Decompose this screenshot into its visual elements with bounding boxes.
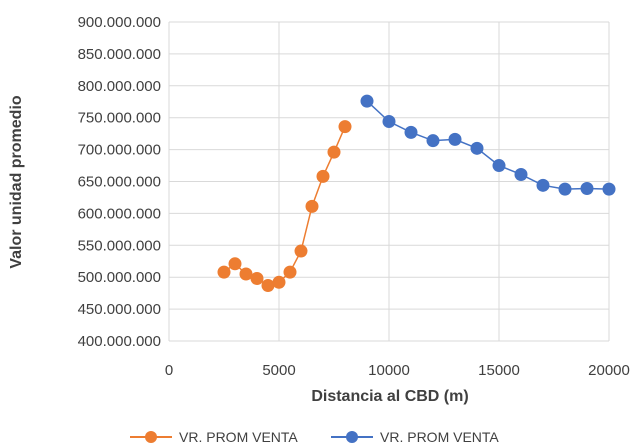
legend-label: VR. PROM VENTA [179,429,298,445]
series-1-point [294,244,308,258]
legend-label: VR. PROM VENTA [380,429,499,445]
x-tick-label: 10000 [368,362,410,379]
series-2-point [448,132,462,146]
series-2-point [558,182,572,196]
y-tick-label: 850.000.000 [78,46,161,63]
y-tick-label: 500.000.000 [78,269,161,286]
series-2-point [404,125,418,139]
legend-marker [145,431,157,443]
y-tick-label: 650.000.000 [78,174,161,191]
series-1-point [283,265,297,279]
y-tick-label: 600.000.000 [78,205,161,222]
series-2 [360,94,616,196]
x-axis-title: Distancia al CBD (m) [311,388,468,405]
x-axis-tick-labels: 0 5000 10000 15000 20000 [165,362,630,379]
series-1-line [223,126,346,287]
series-1-point [272,275,286,289]
x-tick-label: 5000 [262,362,295,379]
x-tick-label: 20000 [588,362,630,379]
series-1-point [305,199,319,213]
y-tick-label: 750.000.000 [78,110,161,127]
x-tick-label: 0 [165,362,173,379]
series-1-point [228,257,242,271]
legend: VR. PROM VENTA VR. PROM VENTA [130,429,499,445]
y-tick-label: 450.000.000 [78,301,161,318]
series-2-point [536,178,550,192]
legend-entry-2: VR. PROM VENTA [331,429,499,445]
plot-area [217,94,616,292]
series-1-point [250,271,264,285]
series-2-point [360,94,374,108]
series-2-point [470,141,484,155]
y-tick-label: 800.000.000 [78,78,161,95]
series-2-point [580,182,594,196]
y-tick-label: 700.000.000 [78,142,161,159]
legend-entry-1: VR. PROM VENTA [130,429,298,445]
series-1-point [217,265,231,279]
x-tick-label: 15000 [478,362,520,379]
y-tick-label: 550.000.000 [78,237,161,254]
y-tick-label: 900.000.000 [78,14,161,31]
series-2-point [382,115,396,129]
legend-marker [346,431,358,443]
series-2-point [426,134,440,148]
series-1 [217,120,352,292]
series-2-point [492,159,506,173]
y-axis-tick-labels: 400.000.000 450.000.000 500.000.000 550.000… [78,14,161,350]
series-1-point [239,267,253,281]
series-2-line [366,100,610,190]
series-1-point [316,169,330,183]
series-1-point [261,278,275,292]
series-2-point [602,182,616,196]
series-1-point [338,120,352,134]
series-2-point [514,167,528,181]
series-1-point [327,145,341,159]
y-tick-label: 400.000.000 [78,333,161,350]
y-axis-title: Valor unidad promedio [8,95,25,269]
